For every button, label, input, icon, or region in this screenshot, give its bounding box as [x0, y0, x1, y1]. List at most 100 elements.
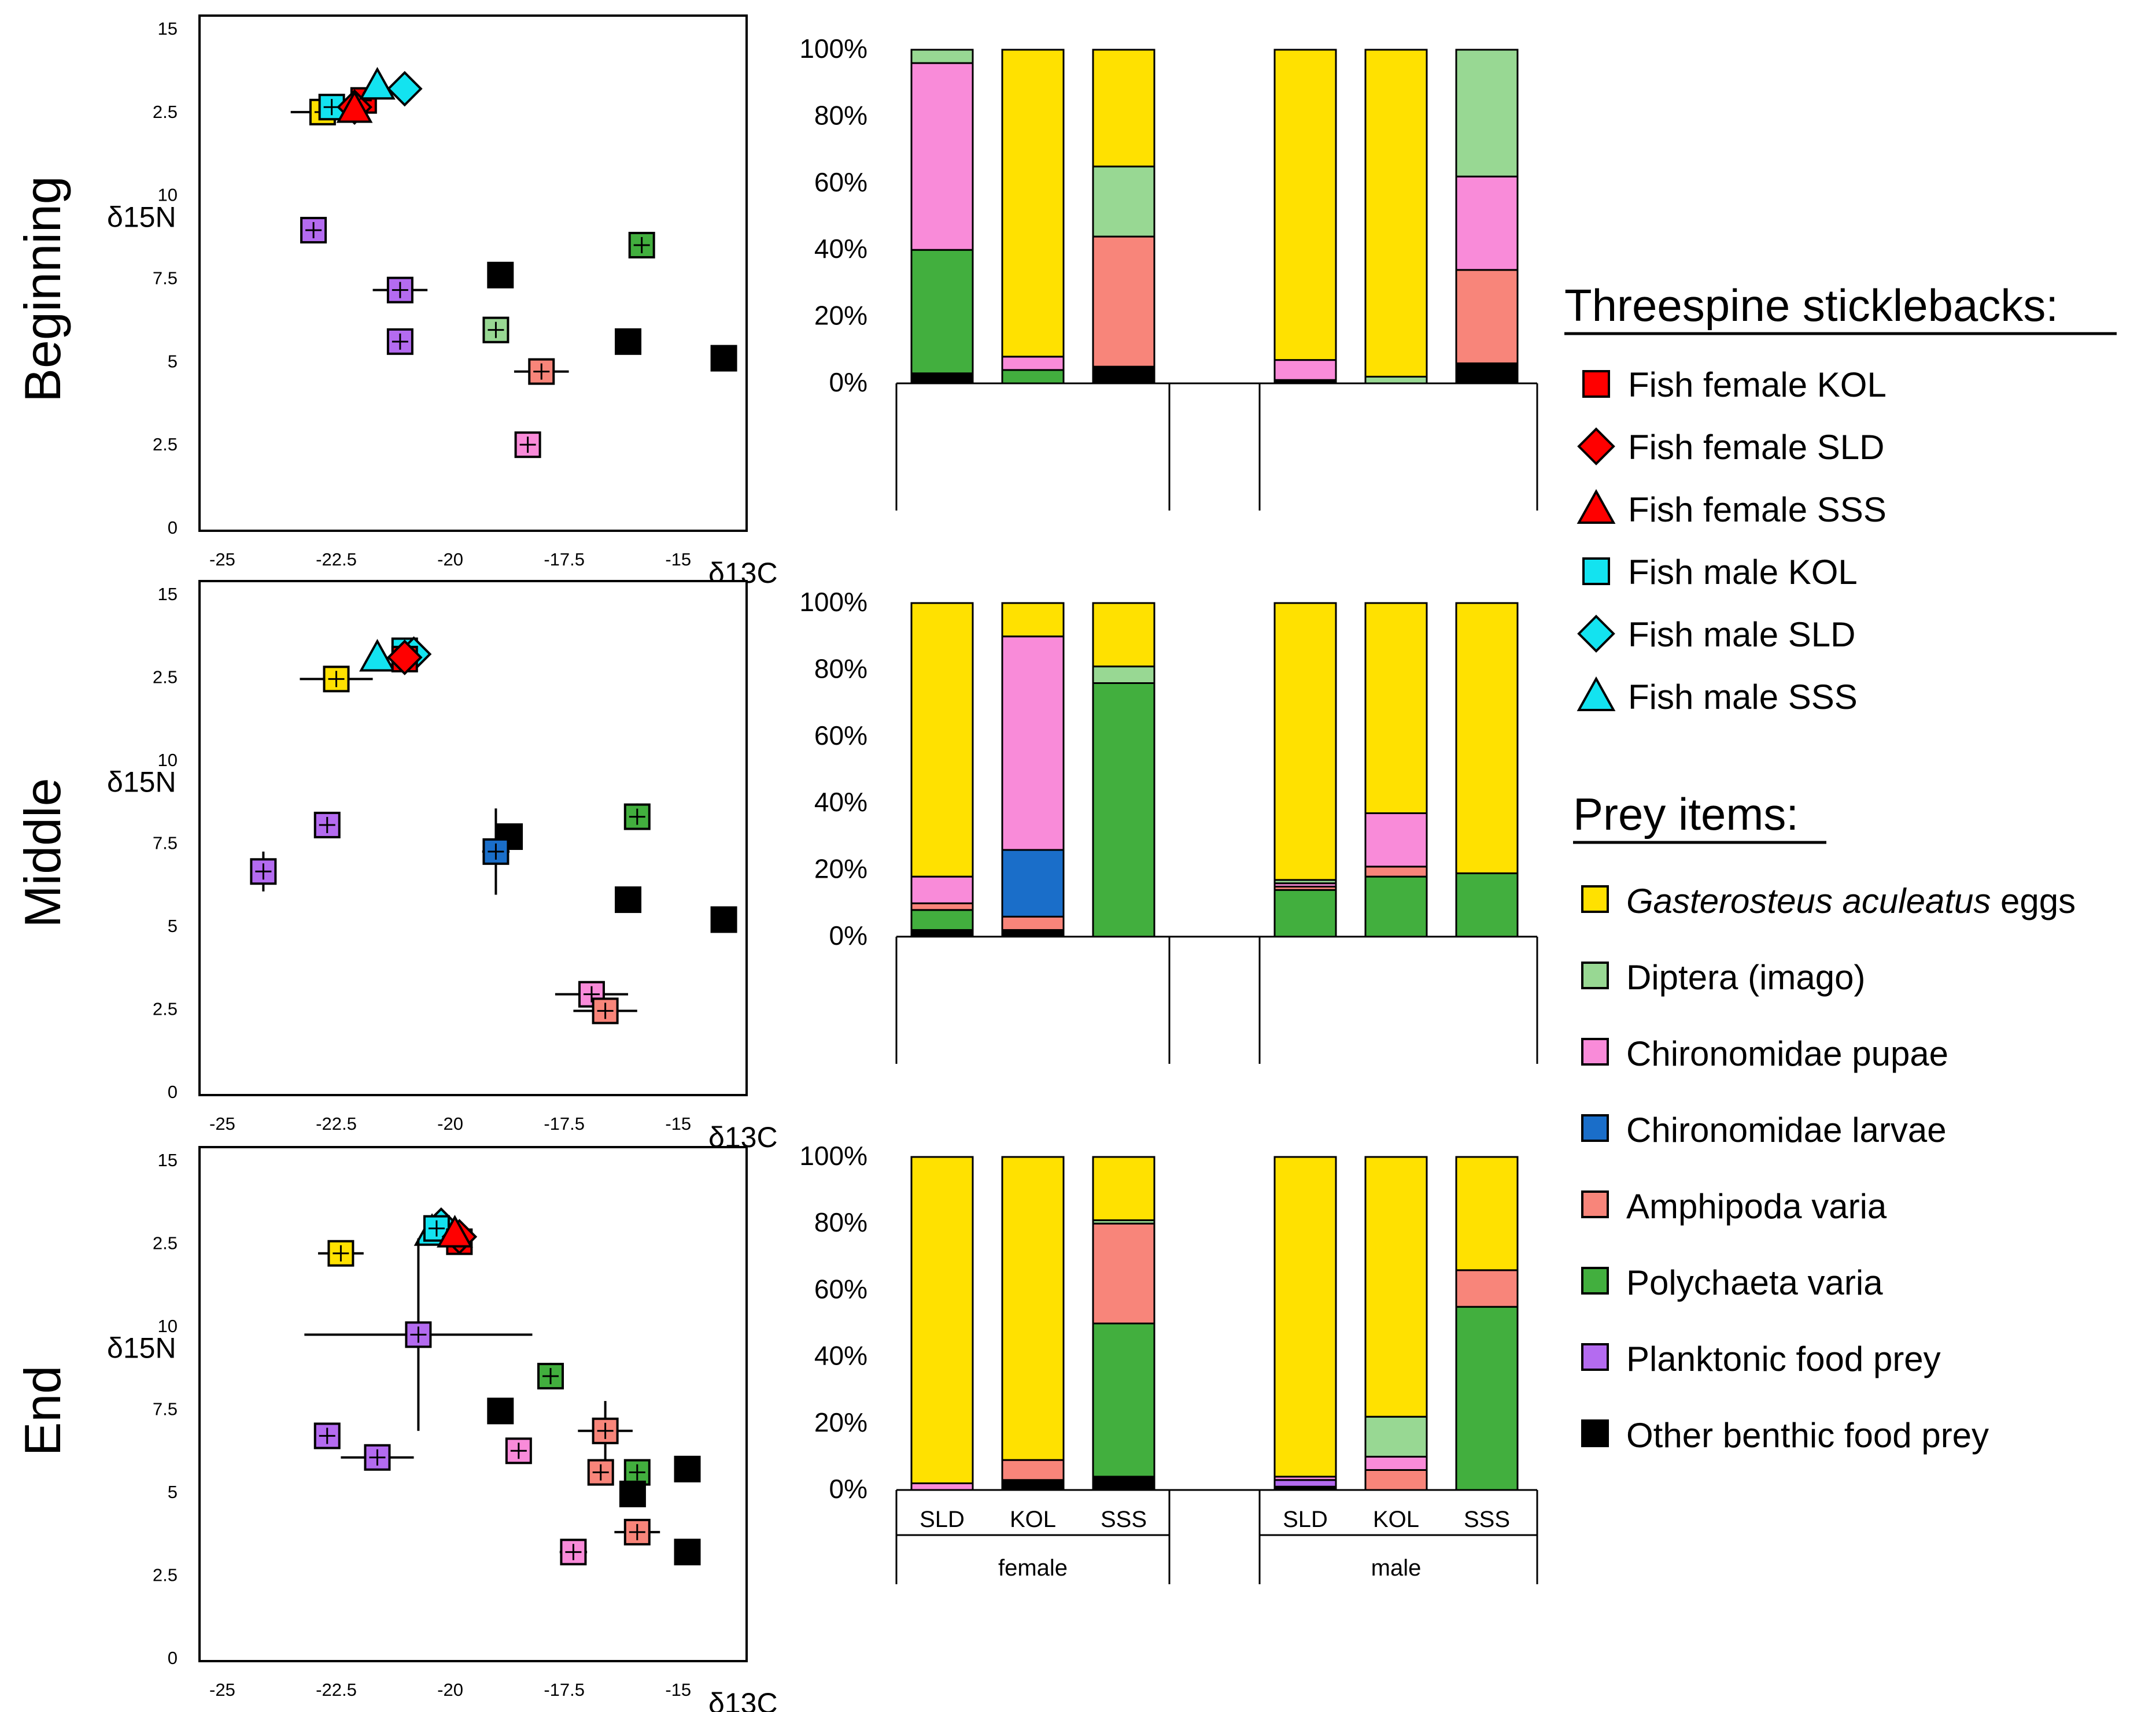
- x-axis-label: δ13C: [708, 1687, 778, 1712]
- scatter-frame: [198, 1146, 748, 1662]
- data-point: [437, 1215, 473, 1248]
- y-tick-label: 7.5: [153, 1399, 178, 1419]
- data-point: [615, 886, 642, 914]
- data-point: [514, 431, 541, 458]
- x-tick-label: -15: [665, 1680, 691, 1700]
- y-tick-label: 0: [168, 517, 178, 538]
- legend-fish-item: Fish female SLD: [1577, 427, 1885, 467]
- x-tick-label: -25: [209, 549, 235, 570]
- point-marker: [359, 66, 396, 100]
- data-point: [386, 71, 423, 107]
- legend-swatch-icon: [1581, 885, 1609, 913]
- y-tick-label: 40%: [814, 234, 867, 264]
- legend-prey-title: Prey items:: [1573, 789, 1799, 840]
- legend-swatch-icon: [1581, 1190, 1609, 1218]
- y-tick-label: 15: [158, 1150, 178, 1170]
- y-tick-label: 7.5: [153, 268, 178, 289]
- legend-prey-label: Polychaeta varia: [1626, 1263, 1883, 1302]
- bar-segment: [1092, 665, 1155, 684]
- legend-fish-title: Threespine sticklebacks:: [1564, 280, 2058, 331]
- diamond-icon: [1577, 615, 1615, 653]
- bar-segment: [1364, 1415, 1428, 1458]
- point-marker: [619, 1480, 646, 1507]
- legend-prey-item: Chironomidae larvae: [1581, 1111, 1947, 1149]
- data-point: [559, 1539, 588, 1566]
- legend-fish-label: Fish female KOL: [1628, 365, 1886, 404]
- point-marker: [674, 1455, 701, 1482]
- y-tick-label: 5: [168, 916, 178, 936]
- x-tick-label: -25: [209, 1680, 235, 1700]
- bar-segment: [1364, 1156, 1428, 1418]
- point-marker: [336, 90, 373, 123]
- data-point: [313, 1422, 341, 1450]
- legend-prey-label: Chironomidae larvae: [1626, 1111, 1947, 1149]
- category-label: SLD: [920, 1507, 965, 1532]
- data-point: [573, 997, 637, 1025]
- row-labels: Beginning Middle End: [14, 176, 71, 1456]
- bar-segment: [1092, 235, 1155, 368]
- data-point: [359, 638, 396, 672]
- data-point: [623, 803, 651, 830]
- legend-fish-label: Fish male SLD: [1628, 615, 1855, 654]
- bar-segment: [1092, 1322, 1155, 1478]
- bar-segment: [1455, 269, 1519, 364]
- y-tick-label: 0: [168, 1648, 178, 1668]
- point-marker: [710, 345, 737, 372]
- y-tick-label: 2.5: [153, 434, 178, 454]
- x-tick-label: -15: [665, 1114, 691, 1134]
- triangle-icon: [1577, 676, 1616, 711]
- data-point: [587, 1459, 614, 1486]
- bar-segment: [1455, 1156, 1519, 1271]
- legend-prey-item: Planktonic food prey: [1581, 1340, 1941, 1378]
- legend-prey-item: Gasterosteus aculeatus eggs: [1581, 882, 2076, 920]
- y-tick-label: 10: [158, 750, 178, 770]
- x-tick-label: -22.5: [316, 1114, 357, 1134]
- bar-segment: [1092, 49, 1155, 168]
- point-marker: [615, 328, 642, 355]
- x-tick-label: -15: [665, 549, 691, 570]
- bar-female-sld: [910, 49, 974, 384]
- bar-male-sld: [1273, 602, 1337, 938]
- y-tick-label: 0%: [829, 920, 867, 951]
- x-tick-label: -20: [437, 549, 463, 570]
- data-point: [614, 1518, 660, 1545]
- x-tick-label: -17.5: [544, 1114, 585, 1134]
- legend-fish-items: Fish female KOL Fish female SLD Fish femal…: [1577, 365, 1886, 716]
- data-point: [578, 1401, 633, 1461]
- bar-segment: [1001, 356, 1065, 371]
- data-point: [555, 981, 629, 1008]
- bar-segment: [1273, 602, 1337, 881]
- bar-male-sld: SLD: [1273, 1156, 1337, 1532]
- legend-swatch-icon: [1581, 1343, 1609, 1371]
- data-point: [537, 1363, 564, 1390]
- data-point: [505, 1437, 532, 1465]
- triangle-icon: [1577, 489, 1616, 524]
- data-point: [674, 1455, 701, 1482]
- legend-fish-item: Fish female KOL: [1582, 365, 1886, 404]
- group-label-male: male: [1371, 1555, 1422, 1581]
- legend-prey-item: Diptera (imago): [1581, 958, 1865, 997]
- bar-segment: [1001, 49, 1065, 358]
- y-tick-label: 60%: [814, 167, 867, 197]
- bar-female-kol: KOL: [1001, 1156, 1065, 1532]
- bar-segment: [1455, 872, 1519, 938]
- x-tick-label: -17.5: [544, 1680, 585, 1700]
- point-marker: [386, 639, 423, 675]
- point-marker: [487, 261, 514, 289]
- point-marker: [386, 71, 423, 107]
- bar-segment: [1455, 175, 1519, 271]
- x-tick-label: -20: [437, 1114, 463, 1134]
- y-axis-label: δ15N: [107, 766, 176, 798]
- bar-female-sld: [910, 602, 974, 938]
- data-point: [341, 1444, 414, 1471]
- stacked-bar-charts: 0% 20% 40% 60% 80% 100% 0% 20% 40% 60% 80% 100% 0% 20…: [799, 34, 1538, 1584]
- bar-segment: [1092, 602, 1155, 668]
- bar-male-sss: [1455, 49, 1519, 384]
- data-point: [482, 808, 510, 895]
- bar-segment: [1001, 1156, 1065, 1461]
- bar-segment: [1092, 365, 1155, 384]
- x-tick-label: -25: [209, 1114, 235, 1134]
- bar-segment: [1092, 165, 1155, 238]
- bar-segment: [910, 902, 974, 911]
